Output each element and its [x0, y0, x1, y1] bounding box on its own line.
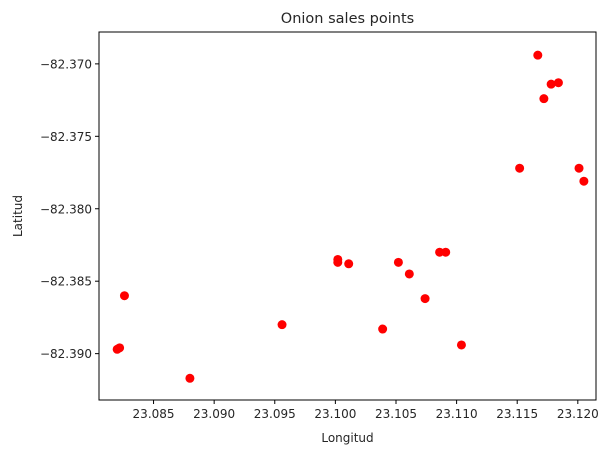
- x-axis-ticks: 23.085 23.090 23.095 23.100 23.105 23.110 23.1…: [133, 400, 599, 421]
- data-point-15: [119, 291, 129, 301]
- x-tick-label: 23.090: [193, 407, 235, 421]
- data-point-17: [277, 320, 287, 330]
- data-point-5: [515, 163, 525, 173]
- y-tick-label: −82.385: [40, 275, 92, 289]
- data-point-11: [333, 257, 343, 267]
- x-tick-label: 23.110: [436, 407, 478, 421]
- points-layer: [112, 50, 589, 383]
- x-tick-label: 23.085: [133, 407, 175, 421]
- x-tick-label: 23.095: [254, 407, 296, 421]
- x-tick-label: 23.105: [375, 407, 417, 421]
- chart-title: Onion sales points: [281, 11, 414, 27]
- data-point-18: [378, 324, 388, 334]
- data-point-14: [404, 269, 414, 279]
- data-point-16: [420, 294, 430, 304]
- plot-area: 23.085 23.090 23.095 23.100 23.105 23.110 23.1…: [40, 31, 599, 421]
- plot-background: [99, 32, 596, 400]
- data-point-22: [185, 373, 195, 383]
- data-point-4: [539, 94, 549, 104]
- y-tick-label: −82.370: [40, 57, 92, 71]
- data-point-21: [456, 340, 466, 350]
- x-tick-label: 23.100: [314, 407, 356, 421]
- data-point-7: [579, 176, 589, 186]
- data-point-12: [344, 259, 354, 269]
- plot-frame: [98, 31, 597, 401]
- data-point-1: [533, 50, 543, 60]
- data-point-3: [553, 78, 563, 88]
- y-axis-ticks: −82.370 −82.375 −82.380 −82.385 −82.390: [40, 57, 99, 361]
- data-point-6: [574, 163, 584, 173]
- data-point-13: [393, 257, 403, 267]
- y-tick-label: −82.390: [40, 347, 92, 361]
- x-axis-label: Longitud: [321, 431, 373, 445]
- data-point-2: [546, 79, 556, 89]
- y-tick-label: −82.375: [40, 130, 92, 144]
- y-axis-label: Latitud: [11, 195, 25, 237]
- data-point-9: [441, 247, 451, 257]
- data-point-20: [112, 344, 122, 354]
- x-tick-label: 23.115: [496, 407, 538, 421]
- y-tick-label: −82.380: [40, 202, 92, 216]
- x-tick-label: 23.120: [557, 407, 599, 421]
